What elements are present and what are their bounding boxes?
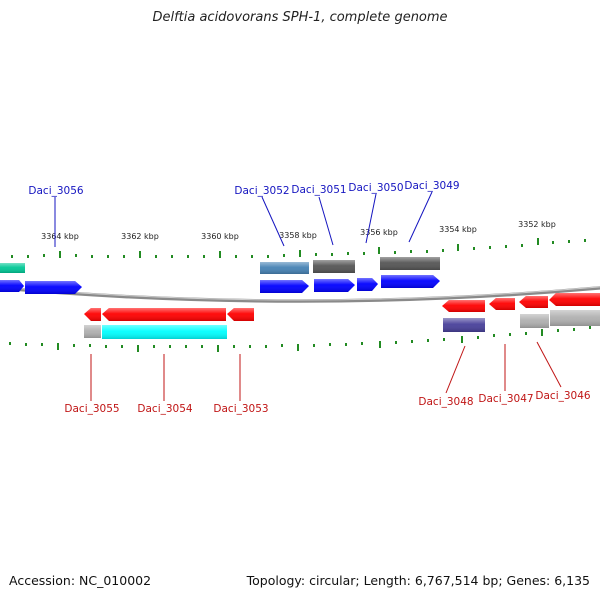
- genome-summary-text: Topology: circular; Length: 6,767,514 bp…: [246, 573, 590, 588]
- forward-gene-arrow[interactable]: [314, 279, 355, 292]
- gene-label-daci-3049[interactable]: Daci_3049: [404, 180, 459, 192]
- darkgray-feature[interactable]: [313, 260, 355, 273]
- scale-label: 3362 kbp: [121, 232, 159, 241]
- forward-gene-arrow[interactable]: [0, 280, 24, 292]
- reverse-gene-arrow[interactable]: [549, 293, 600, 306]
- forward-gene-arrow[interactable]: [260, 280, 309, 293]
- scale-label: 3358 kbp: [279, 231, 317, 240]
- lightgray-feature[interactable]: [550, 310, 600, 326]
- lightgray-feature[interactable]: [84, 325, 101, 338]
- reverse-gene-arrow[interactable]: [519, 296, 548, 308]
- gene-label-daci-3046[interactable]: Daci_3046: [535, 390, 591, 402]
- cyan-feature[interactable]: [102, 325, 227, 339]
- darkgray-feature[interactable]: [380, 257, 440, 270]
- accession-text: Accession: NC_010002: [9, 573, 152, 588]
- reverse-gene-arrow[interactable]: [84, 308, 101, 321]
- gene-label-daci-3053[interactable]: Daci_3053: [213, 403, 268, 415]
- inner-tick-ring: [9, 326, 591, 352]
- reverse-gene-arrow[interactable]: [442, 300, 485, 312]
- forward-gene-labels: Daci_3056 Daci_3052 Daci_3051 Daci_3050 …: [28, 180, 460, 247]
- gene-label-daci-3052[interactable]: Daci_3052: [234, 185, 289, 197]
- reverse-gene-arrow[interactable]: [227, 308, 254, 321]
- reverse-feature-row: [84, 310, 600, 339]
- steelblue-feature[interactable]: [260, 262, 309, 274]
- forward-gene-arrow[interactable]: [25, 281, 82, 294]
- scale-label: 3356 kbp: [360, 228, 398, 237]
- scale-label: 3354 kbp: [439, 225, 477, 234]
- scale-label: 3360 kbp: [201, 232, 239, 241]
- gene-label-daci-3054[interactable]: Daci_3054: [137, 403, 193, 415]
- genome-backbone: [0, 286, 600, 303]
- gene-label-daci-3056[interactable]: Daci_3056: [28, 185, 84, 197]
- reverse-gene-row: [84, 293, 600, 321]
- gene-label-daci-3047[interactable]: Daci_3047: [478, 393, 533, 405]
- scale-labels: 3364 kbp 3362 kbp 3360 kbp 3358 kbp 3356…: [41, 220, 556, 241]
- genome-backbone-highlight: [0, 286, 600, 301]
- green-feature[interactable]: [0, 263, 25, 273]
- forward-feature-row: [0, 257, 440, 274]
- outer-tick-ring: [11, 238, 586, 258]
- map-title: Delftia acidovorans SPH-1, complete geno…: [152, 10, 448, 25]
- forward-gene-arrow[interactable]: [357, 278, 378, 291]
- gene-label-daci-3051[interactable]: Daci_3051: [291, 184, 346, 196]
- reverse-gene-arrow[interactable]: [489, 298, 515, 310]
- slateblue-feature[interactable]: [443, 318, 485, 332]
- forward-gene-arrow[interactable]: [381, 275, 440, 288]
- reverse-gene-arrow[interactable]: [102, 308, 226, 321]
- forward-gene-row: [0, 275, 440, 294]
- gene-label-daci-3048[interactable]: Daci_3048: [418, 396, 473, 408]
- lightgray-feature[interactable]: [520, 314, 549, 328]
- gene-label-daci-3055[interactable]: Daci_3055: [64, 403, 119, 415]
- scale-label: 3364 kbp: [41, 232, 79, 241]
- reverse-gene-labels: Daci_3055 Daci_3054 Daci_3053 Daci_3048 …: [64, 341, 591, 415]
- gene-label-daci-3050[interactable]: Daci_3050: [348, 182, 403, 194]
- scale-label: 3352 kbp: [518, 220, 556, 229]
